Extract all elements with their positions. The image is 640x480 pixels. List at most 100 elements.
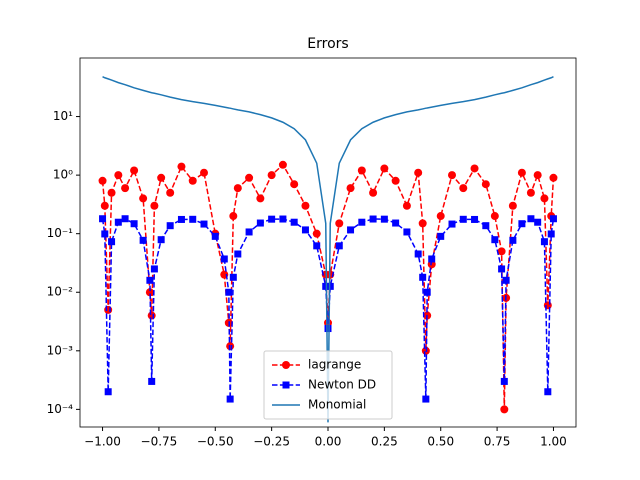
legend-label: lagrange xyxy=(308,358,361,372)
marker xyxy=(290,218,298,226)
marker xyxy=(544,388,552,396)
marker xyxy=(256,219,264,227)
marker xyxy=(500,377,508,385)
marker xyxy=(402,201,411,210)
y-tick-label: 10⁻² xyxy=(47,285,74,299)
marker xyxy=(233,184,242,193)
marker xyxy=(481,180,490,189)
y-tick-label: 10¹ xyxy=(53,109,73,123)
y-tick-label: 10⁻⁴ xyxy=(47,402,74,416)
x-tick-label: −1.00 xyxy=(84,435,121,449)
marker xyxy=(540,194,549,203)
marker xyxy=(245,173,254,182)
marker xyxy=(130,220,138,228)
marker xyxy=(157,173,166,182)
marker xyxy=(500,405,509,414)
marker xyxy=(459,215,467,223)
marker xyxy=(200,168,208,177)
marker xyxy=(346,184,355,193)
marker xyxy=(497,247,506,256)
marker xyxy=(282,361,290,369)
marker xyxy=(533,171,542,180)
marker xyxy=(121,184,130,193)
y-tick-label: 10⁰ xyxy=(53,168,73,182)
marker xyxy=(279,215,287,223)
marker xyxy=(498,265,506,273)
y-tick-label: 10⁻¹ xyxy=(47,226,74,240)
marker xyxy=(347,226,355,234)
x-tick-label: −0.50 xyxy=(197,435,234,449)
marker xyxy=(177,162,186,171)
marker xyxy=(527,215,535,223)
marker xyxy=(148,377,156,385)
marker xyxy=(99,215,107,223)
marker xyxy=(139,236,147,244)
x-tick-label: 1.00 xyxy=(540,435,567,449)
marker xyxy=(502,276,510,284)
axes-frame xyxy=(79,57,577,428)
marker xyxy=(98,176,107,185)
marker xyxy=(108,238,116,246)
marker xyxy=(107,188,116,197)
marker xyxy=(549,215,557,223)
marker xyxy=(229,273,237,281)
marker xyxy=(369,188,378,197)
marker xyxy=(448,171,456,180)
marker xyxy=(380,215,388,223)
marker xyxy=(428,255,436,263)
marker xyxy=(282,381,290,389)
marker xyxy=(518,220,526,228)
marker xyxy=(517,168,526,177)
marker xyxy=(491,236,499,244)
x-tick-label: 0.75 xyxy=(484,435,511,449)
marker xyxy=(104,305,113,314)
marker xyxy=(188,176,197,185)
marker xyxy=(268,215,276,223)
marker xyxy=(166,222,174,230)
x-tick-label: 0.25 xyxy=(371,435,398,449)
y-tick-label: 10⁻³ xyxy=(47,343,74,357)
marker xyxy=(150,201,159,210)
marker xyxy=(482,222,490,230)
marker xyxy=(114,218,122,226)
marker xyxy=(267,171,276,180)
marker xyxy=(436,212,445,221)
marker xyxy=(229,212,238,221)
marker xyxy=(509,236,517,244)
legend-box xyxy=(263,350,393,420)
marker xyxy=(177,215,185,223)
marker xyxy=(414,250,422,258)
marker xyxy=(547,230,555,238)
marker xyxy=(301,226,309,234)
marker xyxy=(335,219,344,228)
marker xyxy=(278,160,287,169)
marker xyxy=(256,194,265,203)
marker xyxy=(121,215,129,223)
marker xyxy=(245,228,253,236)
marker xyxy=(549,173,558,182)
marker xyxy=(104,388,112,396)
marker xyxy=(220,255,228,263)
marker xyxy=(534,218,542,226)
x-tick-label: −0.75 xyxy=(141,435,178,449)
marker xyxy=(419,273,427,281)
marker xyxy=(357,166,366,175)
marker xyxy=(403,228,411,236)
marker xyxy=(358,218,366,226)
marker xyxy=(166,188,175,197)
marker xyxy=(290,180,299,189)
marker xyxy=(391,176,400,185)
marker xyxy=(418,219,427,228)
marker xyxy=(100,201,109,210)
marker xyxy=(423,288,431,296)
marker xyxy=(414,168,423,177)
marker xyxy=(437,232,445,240)
marker xyxy=(369,215,377,223)
marker xyxy=(470,164,479,173)
marker xyxy=(459,184,468,193)
marker xyxy=(226,395,234,403)
marker xyxy=(392,219,400,227)
marker xyxy=(324,325,332,333)
marker xyxy=(101,230,109,238)
